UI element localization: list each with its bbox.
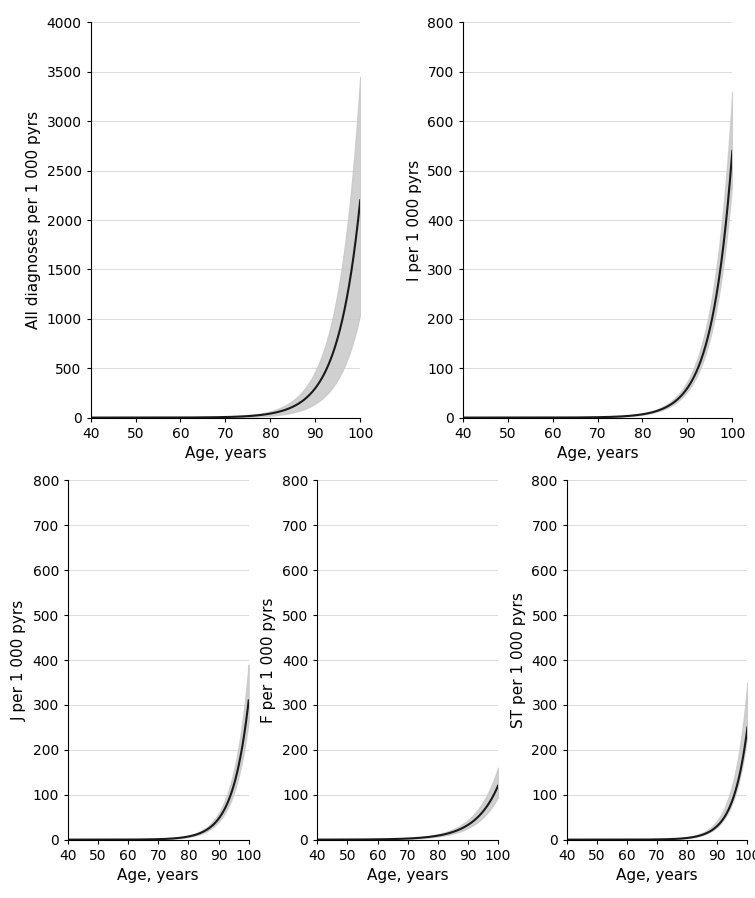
X-axis label: Age, years: Age, years [185,446,267,462]
Y-axis label: J per 1 000 pyrs: J per 1 000 pyrs [12,599,27,721]
Y-axis label: ST per 1 000 pyrs: ST per 1 000 pyrs [511,592,525,728]
X-axis label: Age, years: Age, years [556,446,638,462]
Y-axis label: F per 1 000 pyrs: F per 1 000 pyrs [261,597,276,723]
X-axis label: Age, years: Age, years [367,868,448,884]
X-axis label: Age, years: Age, years [118,868,199,884]
Y-axis label: I per 1 000 pyrs: I per 1 000 pyrs [407,159,422,281]
X-axis label: Age, years: Age, years [616,868,698,884]
Y-axis label: All diagnoses per 1 000 pyrs: All diagnoses per 1 000 pyrs [26,111,41,329]
